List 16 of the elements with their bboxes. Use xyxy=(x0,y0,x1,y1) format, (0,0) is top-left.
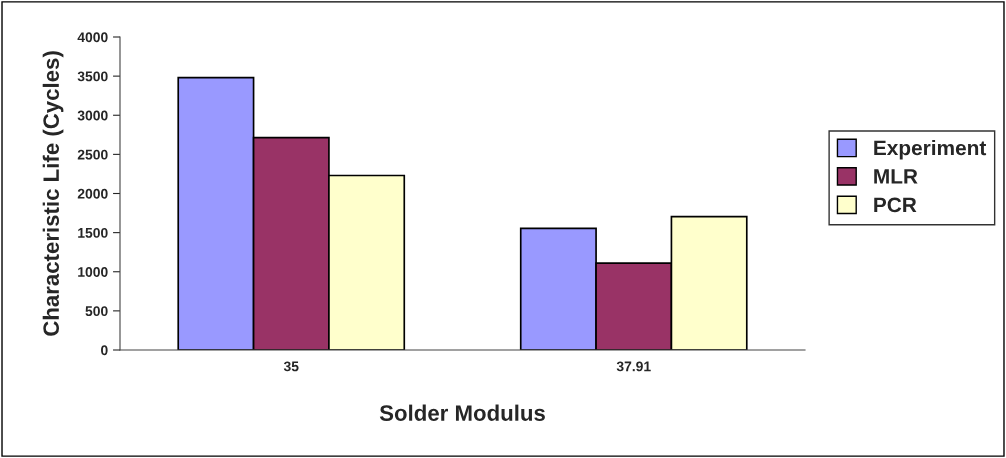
y-tick-label: 4000 xyxy=(77,32,108,43)
y-tick-label: 1500 xyxy=(78,227,108,238)
y-axis-title: Characteristic Life (Cycles) xyxy=(42,51,64,336)
y-tick-label: 3500 xyxy=(77,71,108,82)
x-axis-title: Solder Modulus xyxy=(379,404,545,421)
legend-label: Experiment xyxy=(874,140,987,160)
x-tick-label: 37.91 xyxy=(616,361,651,372)
y-tick-label: 500 xyxy=(85,306,108,317)
y-tick-label: 2500 xyxy=(77,149,108,160)
y-tick-label: 1000 xyxy=(78,267,108,277)
x-tick-label: 35 xyxy=(283,361,299,372)
legend-label: PCR xyxy=(874,197,917,213)
y-tick-label: 3000 xyxy=(77,110,108,121)
y-tick-label: 2000 xyxy=(77,188,108,199)
legend-label: MLR xyxy=(874,169,918,184)
y-tick-label: 0 xyxy=(101,345,108,356)
